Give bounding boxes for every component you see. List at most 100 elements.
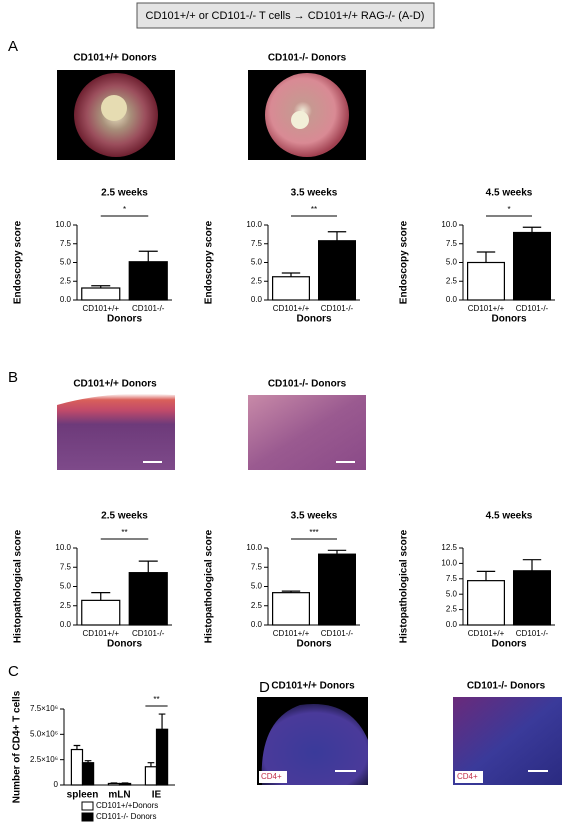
y-tick-label: 7.5	[60, 562, 72, 571]
significance: **	[121, 528, 127, 537]
x-tick-label: CD101+/+	[273, 629, 310, 638]
bar	[512, 570, 551, 626]
panel-label: C	[8, 663, 19, 680]
legend-swatch	[81, 812, 94, 822]
y-axis-label: Endoscopy score	[204, 220, 215, 304]
x-tick-label: CD101-/-	[321, 629, 354, 638]
image-title: CD101+/+ Donors	[271, 681, 355, 692]
y-tick-label: 10.0	[246, 543, 262, 552]
y-tick-label: 5.0	[60, 582, 72, 591]
error-bar	[522, 226, 542, 233]
x-axis-label: Donors	[297, 314, 332, 325]
header: CD101+/+ or CD101-/- T cells → CD101+/+ …	[146, 10, 425, 22]
x-tick-label: CD101+/+	[273, 304, 310, 313]
x-tick-label: CD101+/+	[83, 304, 120, 313]
y-tick-label: 12.5	[441, 543, 457, 552]
image-title: CD101-/- Donors	[268, 53, 347, 64]
bar	[81, 599, 121, 626]
y-tick-label: 2.5×10⁶	[30, 755, 58, 764]
image-title: CD101-/- Donors	[467, 681, 546, 692]
bar	[118, 782, 132, 786]
tissue-section	[261, 704, 368, 785]
panel-label: D	[259, 679, 270, 696]
bar	[512, 231, 551, 301]
significance: *	[123, 205, 126, 214]
x-axis-label: Donors	[107, 314, 142, 325]
x-tick-label: CD101-/-	[516, 629, 549, 638]
y-tick-label: 0.0	[446, 295, 458, 304]
y-tick-label: 7.5×10⁶	[30, 704, 58, 713]
error-bar	[327, 549, 347, 555]
y-tick-label: 0.0	[60, 620, 72, 629]
y-tick-label: 7.5	[251, 562, 263, 571]
legend-label: CD101+/+Donors	[96, 801, 158, 810]
x-axis-label: Donors	[107, 639, 142, 650]
x-tick-label: CD101-/-	[321, 304, 354, 313]
significance: ***	[309, 528, 318, 537]
y-tick-label: 0.0	[251, 620, 263, 629]
x-tick-label: CD101-/-	[132, 304, 165, 313]
bar	[128, 572, 168, 626]
y-tick-label: 5.0	[251, 582, 263, 591]
y-axis-label: Endoscopy score	[13, 220, 24, 304]
chart-title: 3.5 weeks	[291, 511, 338, 522]
bar	[467, 580, 506, 626]
error-bar	[522, 559, 542, 571]
stain-label-box	[455, 771, 483, 783]
histology-image	[57, 393, 175, 470]
bar	[467, 261, 506, 301]
y-tick-label: 10.0	[441, 559, 457, 568]
stain-label: CD4+	[261, 772, 282, 781]
y-tick-label: 7.5	[60, 239, 72, 248]
x-tick-label: spleen	[67, 790, 99, 801]
panel-label: A	[8, 38, 18, 55]
x-tick-label: CD101+/+	[83, 629, 120, 638]
error-bar	[138, 560, 158, 573]
y-tick-label: 0.0	[60, 295, 72, 304]
chart-title: 4.5 weeks	[486, 188, 533, 199]
y-tick-label: 10.0	[55, 220, 71, 229]
significance: **	[311, 205, 317, 214]
bar	[318, 240, 357, 301]
y-tick-label: 5.0	[251, 258, 263, 267]
y-tick-label: 2.5	[60, 601, 72, 610]
error-bar	[158, 713, 166, 730]
y-tick-label: 10.0	[55, 543, 71, 552]
error-bar	[476, 570, 496, 581]
chart-title: 2.5 weeks	[101, 188, 148, 199]
y-tick-label: 5.0×10⁶	[30, 729, 58, 738]
y-axis-label: Histopathological score	[13, 529, 24, 643]
y-tick-label: 5.0	[60, 258, 72, 267]
y-tick-label: 0	[54, 780, 59, 789]
y-tick-label: 2.5	[251, 276, 263, 285]
bar	[272, 592, 311, 626]
y-tick-label: 5.0	[446, 258, 458, 267]
y-tick-label: 7.5	[251, 239, 263, 248]
y-tick-label: 2.5	[446, 605, 458, 614]
error-bar	[138, 250, 158, 262]
bar	[81, 762, 95, 786]
error-bar	[327, 231, 347, 241]
x-tick-label: CD101-/-	[132, 629, 165, 638]
error-bar	[73, 744, 81, 750]
y-tick-label: 0.0	[446, 620, 458, 629]
y-tick-label: 10.0	[441, 220, 457, 229]
panel-label: B	[8, 369, 18, 386]
endoscopy-lesion	[101, 95, 127, 121]
y-axis-label: Histopathological score	[399, 529, 410, 643]
image-title: CD101-/- Donors	[268, 379, 347, 390]
bar	[128, 261, 168, 301]
y-tick-label: 10.0	[246, 220, 262, 229]
bar	[155, 728, 169, 786]
image-title: CD101+/+ Donors	[73, 53, 157, 64]
y-tick-label: 2.5	[60, 276, 72, 285]
error-bar	[147, 762, 155, 767]
significance: *	[507, 205, 510, 214]
y-tick-label: 7.5	[446, 574, 458, 583]
y-axis-label: Endoscopy score	[399, 220, 410, 304]
x-tick-label: mLN	[108, 790, 130, 801]
y-tick-label: 2.5	[446, 276, 458, 285]
error-bar	[476, 251, 496, 263]
x-tick-label: CD101-/-	[516, 304, 549, 313]
